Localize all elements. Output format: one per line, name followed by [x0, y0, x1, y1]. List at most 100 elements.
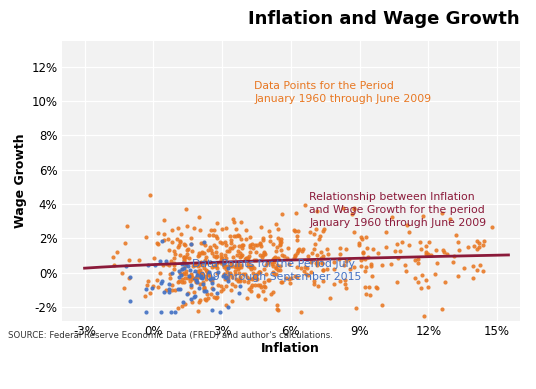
Point [312, 252, 321, 258]
Point [411, 275, 420, 282]
Point [270, 259, 278, 265]
Point [236, 253, 245, 259]
Point [189, 225, 198, 231]
Point [424, 284, 433, 290]
Point [290, 226, 299, 233]
Point [143, 282, 151, 288]
Point [251, 272, 259, 279]
Point [307, 250, 316, 256]
Point [269, 263, 278, 269]
Point [264, 259, 272, 265]
Point [357, 234, 366, 240]
Point [272, 302, 281, 308]
Point [178, 266, 187, 272]
Point [393, 279, 401, 285]
Point [221, 242, 230, 248]
Point [167, 282, 176, 288]
Point [275, 263, 284, 269]
Point [299, 246, 308, 252]
Point [192, 279, 201, 285]
Point [212, 244, 220, 250]
Point [318, 260, 327, 266]
Point [230, 268, 239, 275]
Point [416, 239, 425, 245]
Point [285, 261, 293, 267]
Point [237, 252, 246, 259]
Point [237, 264, 245, 270]
Point [224, 265, 232, 272]
Point [340, 277, 349, 283]
Point [473, 267, 481, 273]
Point [273, 256, 282, 262]
Point [226, 270, 234, 276]
Point [473, 246, 481, 252]
Point [170, 262, 178, 268]
Point [204, 271, 212, 277]
Point [319, 278, 327, 284]
Point [188, 248, 196, 254]
Point [417, 246, 426, 252]
Point [196, 281, 204, 287]
Point [243, 294, 252, 301]
Point [226, 271, 235, 277]
Point [263, 277, 272, 283]
Point [202, 259, 210, 265]
Point [187, 241, 195, 247]
Point [180, 279, 188, 285]
Point [198, 281, 207, 287]
Point [190, 261, 199, 267]
Point [263, 260, 272, 266]
Point [221, 263, 229, 269]
Point [194, 252, 203, 259]
Point [468, 275, 477, 281]
Point [248, 264, 256, 270]
Point [354, 240, 363, 246]
Point [209, 286, 218, 293]
Point [141, 293, 150, 299]
Point [255, 269, 263, 275]
Point [345, 256, 353, 262]
Point [191, 279, 200, 285]
Point [259, 288, 268, 294]
Point [470, 244, 479, 250]
Point [219, 272, 227, 279]
Point [246, 249, 255, 255]
Point [183, 251, 192, 258]
Point [192, 272, 201, 278]
Point [237, 262, 245, 268]
Point [200, 250, 209, 256]
Point [254, 293, 262, 299]
Point [247, 263, 255, 270]
Point [391, 248, 399, 254]
Point [247, 287, 255, 294]
Point [339, 205, 348, 211]
Point [293, 233, 301, 240]
Point [199, 279, 207, 286]
Point [211, 260, 220, 266]
Point [160, 231, 168, 237]
Point [443, 251, 451, 257]
Point [200, 296, 209, 302]
Point [405, 229, 413, 235]
Point [207, 246, 215, 252]
Point [272, 244, 281, 251]
Point [180, 254, 189, 261]
Point [311, 226, 320, 232]
Point [202, 276, 210, 282]
Point [236, 283, 244, 289]
Point [273, 266, 282, 273]
Point [188, 299, 197, 305]
Point [199, 239, 208, 245]
Point [259, 266, 268, 272]
Point [181, 263, 190, 269]
Point [382, 229, 390, 235]
Point [213, 282, 222, 288]
Point [216, 257, 225, 263]
Point [157, 280, 166, 287]
Point [169, 260, 178, 266]
Point [179, 259, 188, 266]
Point [229, 219, 238, 225]
Point [210, 226, 218, 233]
Point [330, 281, 338, 287]
Point [401, 262, 410, 268]
